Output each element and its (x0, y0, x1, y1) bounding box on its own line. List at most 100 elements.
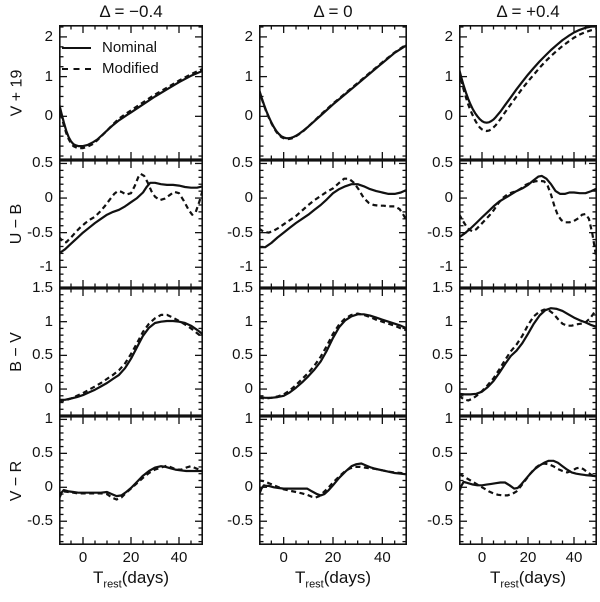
nominal-curve (459, 25, 597, 124)
y-tick-label: 0 (244, 189, 253, 207)
nominal-curve (259, 183, 407, 249)
y-tick-label: 2 (44, 27, 53, 45)
panel-r1c0 (59, 160, 203, 288)
x-tick-label: 20 (324, 549, 342, 566)
modified-curve (459, 307, 597, 402)
modified-curve (259, 312, 407, 400)
y-tick-label: 0 (44, 478, 53, 496)
nominal-curve (59, 465, 203, 500)
modified-curve (59, 172, 203, 244)
y-tick-label: 0.5 (32, 444, 53, 462)
x-axis-label: Trest(days) (295, 568, 371, 591)
y-tick-label: 1.5 (232, 279, 253, 296)
legend-entry-modified: Modified (62, 58, 159, 79)
legend: Nominal Modified (62, 37, 159, 79)
x-tick-label: 20 (122, 549, 140, 566)
y-tick-label: 0 (444, 107, 453, 125)
y-tick-label: 1 (44, 312, 53, 330)
legend-label-nominal: Nominal (102, 39, 158, 56)
y-tick-label: 1.5 (432, 279, 453, 296)
modified-curve (459, 27, 597, 133)
y-tick-label: -0.5 (227, 512, 253, 530)
y-tick-label: 0 (44, 380, 53, 398)
y-tick-label: 0.5 (232, 154, 253, 172)
nominal-curve (259, 43, 407, 140)
panel-r0c0 (59, 25, 203, 160)
y-tick-label: -0.5 (27, 512, 53, 530)
panel-r3c2 (459, 416, 597, 545)
y-tick-label: -1 (39, 258, 53, 276)
modified-curve (259, 465, 407, 499)
y-tick-label: 0.5 (432, 346, 453, 364)
x-tick-label: 40 (565, 549, 583, 566)
y-tick-label: -1 (439, 258, 453, 276)
panel-r0c1 (259, 25, 407, 160)
y-tick-label: 0.5 (32, 346, 53, 364)
y-tick-label: 2 (444, 27, 453, 45)
column-title-delta-0: Δ = 0 (313, 2, 353, 21)
panel-r3c0 (59, 416, 203, 545)
nominal-curve (259, 462, 407, 497)
nominal-curve (59, 181, 203, 255)
y-tick-label: 1 (244, 312, 253, 330)
y-tick-label: 0 (244, 478, 253, 496)
y-tick-label: 0 (44, 107, 53, 125)
y-tick-label: 1 (444, 67, 453, 85)
solid-line-icon (62, 46, 91, 49)
column-title-delta-minus-0.4: Δ = −0.4 (99, 2, 163, 21)
x-tick-label: 40 (170, 549, 188, 566)
y-tick-label: -0.5 (427, 512, 453, 530)
modified-curve (259, 177, 407, 234)
panel-r2c2 (459, 288, 597, 416)
nominal-curve (459, 459, 597, 494)
y-tick-label: 1 (244, 67, 253, 85)
panel-r1c1 (259, 160, 407, 288)
y-tick-label: -0.5 (27, 223, 53, 241)
y-tick-label: 1 (44, 67, 53, 85)
y-tick-label: -0.5 (427, 223, 453, 241)
y-tick-label: 1 (444, 410, 453, 428)
y-tick-label: 0 (44, 189, 53, 207)
legend-label-modified: Modified (102, 60, 159, 77)
x-tick-label: 0 (279, 549, 288, 566)
y-tick-label: 0.5 (232, 444, 253, 462)
nominal-curve (259, 313, 407, 399)
y-tick-label: -0.5 (227, 223, 253, 241)
x-tick-label: 0 (477, 549, 487, 566)
y-tick-label: 0.5 (432, 444, 453, 462)
nominal-curve (459, 307, 597, 396)
legend-entry-nominal: Nominal (62, 37, 159, 58)
modified-curve (59, 67, 203, 150)
y-tick-label: 0 (444, 380, 453, 398)
modified-curve (59, 464, 203, 501)
panel-r2c0 (59, 288, 203, 416)
y-tick-label: 0 (244, 380, 253, 398)
x-tick-label: 0 (78, 549, 88, 566)
x-axis-label: Trest(days) (490, 568, 566, 591)
panel-r0c2 (459, 25, 597, 160)
modified-curve (259, 43, 407, 141)
x-axis-label: Trest(days) (93, 568, 169, 591)
y-tick-label: 1 (44, 410, 53, 428)
y-tick-label: 0.5 (232, 346, 253, 364)
column-title-delta-plus-0.4: Δ = +0.4 (496, 2, 560, 21)
y-tick-label: 0 (444, 189, 453, 207)
panel-r3c1 (259, 416, 407, 545)
y-tick-label: 0.5 (32, 154, 53, 172)
nominal-curve (459, 174, 597, 239)
nominal-curve (59, 69, 203, 148)
y-tick-label: 1.5 (32, 279, 53, 296)
y-tick-label: 1 (244, 410, 253, 428)
panel-r2c1 (259, 288, 407, 416)
modified-curve (459, 462, 597, 497)
modified-curve (59, 313, 203, 403)
x-tick-label: 40 (373, 549, 391, 566)
x-tick-label: 20 (519, 549, 537, 566)
y-tick-label: 0 (244, 107, 253, 125)
y-tick-label: 2 (244, 27, 253, 45)
y-tick-label: -1 (239, 258, 253, 276)
y-tick-label: 1 (444, 312, 453, 330)
nominal-curve (59, 319, 203, 401)
dashed-line-icon (62, 67, 91, 70)
